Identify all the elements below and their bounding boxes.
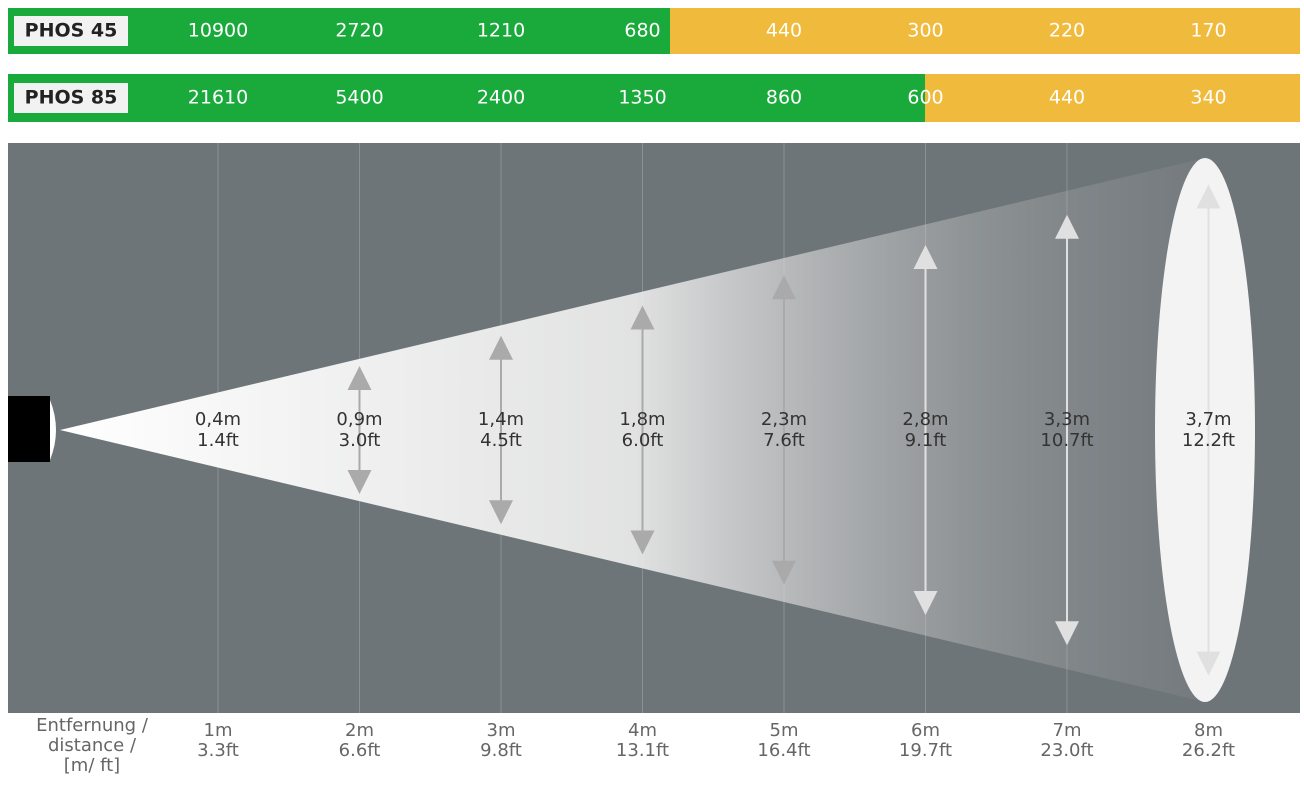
distance-ft: 9.8ft [480, 740, 522, 761]
distance-ft: 13.1ft [616, 740, 669, 761]
lux-value: 680 [624, 20, 660, 42]
arrow-head [772, 560, 796, 585]
label-box [14, 16, 128, 46]
lux-value: 340 [1190, 87, 1226, 109]
distance-ft: 3.3ft [197, 740, 239, 761]
distance-m: 1m [204, 720, 233, 741]
beam-m: 1,8m [619, 409, 665, 430]
arrow-head [347, 365, 372, 390]
lux-value: 300 [907, 20, 943, 42]
distance-ft: 26.2ft [1182, 740, 1235, 761]
beam-m: 2,8m [902, 409, 948, 430]
beam-m: 1,4m [478, 409, 524, 430]
beam-ft: 1.4ft [197, 430, 239, 451]
beam-ft: 4.5ft [480, 430, 522, 451]
distance-m: 4m [628, 720, 657, 741]
distance-m: 8m [1194, 720, 1223, 741]
lux-value: 600 [907, 87, 943, 109]
lux-value: 1350 [618, 87, 666, 109]
arrow-head [347, 470, 372, 495]
row-label: PHOS 45 [25, 20, 118, 42]
distance-ft: 6.6ft [339, 740, 381, 761]
axis-label: Entfernung / [36, 715, 149, 736]
lux-value: 5400 [335, 87, 383, 109]
distance-m: 7m [1053, 720, 1082, 741]
beam-ft: 3.0ft [339, 430, 381, 451]
row-orange [670, 8, 1300, 54]
beam-ft: 12.2ft [1182, 430, 1235, 451]
lux-value: 170 [1190, 20, 1226, 42]
beam-m: 3,7m [1185, 409, 1231, 430]
beam-ft: 9.1ft [905, 430, 947, 451]
distance-ft: 23.0ft [1040, 740, 1093, 761]
distance-m: 3m [487, 720, 516, 741]
beam-end [1155, 158, 1255, 702]
lux-value: 2720 [335, 20, 383, 42]
beam-ft: 6.0ft [622, 430, 664, 451]
lux-value: 2400 [477, 87, 525, 109]
arrow-head [772, 275, 796, 300]
beam-m: 2,3m [761, 409, 807, 430]
arrow-head [489, 335, 513, 360]
lux-value: 220 [1049, 20, 1085, 42]
lux-value: 440 [1049, 87, 1085, 109]
arrow-head [630, 530, 655, 555]
lux-value: 1210 [477, 20, 525, 42]
lux-value: 860 [766, 87, 802, 109]
arrow-head [1196, 651, 1221, 676]
beam-m: 0,4m [195, 409, 241, 430]
arrow-head [1196, 184, 1221, 209]
row-orange [925, 74, 1300, 122]
beam-ft: 10.7ft [1040, 430, 1093, 451]
distance-ft: 19.7ft [899, 740, 952, 761]
arrow-head [1055, 214, 1079, 239]
beam-m: 3,3m [1044, 409, 1090, 430]
distance-m: 6m [911, 720, 940, 741]
arrow-head [1055, 621, 1079, 646]
axis-label: [m/ ft] [64, 755, 120, 776]
lux-value: 440 [766, 20, 802, 42]
arrow-head [630, 305, 655, 330]
row-label: PHOS 85 [25, 87, 118, 109]
beam-cone [60, 158, 1205, 702]
lux-value: 10900 [188, 20, 248, 42]
beam-ft: 7.6ft [763, 430, 805, 451]
arrow-head [913, 591, 938, 616]
distance-m: 2m [345, 720, 374, 741]
label-box [14, 83, 128, 113]
beam-m: 0,9m [336, 409, 382, 430]
arrow-head [913, 244, 938, 269]
lux-value: 21610 [188, 87, 248, 109]
flashlight [8, 396, 50, 462]
row-green [8, 74, 925, 122]
axis-label: distance / [48, 735, 137, 756]
distance-m: 5m [770, 720, 799, 741]
lens [50, 400, 56, 460]
arrow-head [489, 500, 513, 525]
distance-ft: 16.4ft [757, 740, 810, 761]
